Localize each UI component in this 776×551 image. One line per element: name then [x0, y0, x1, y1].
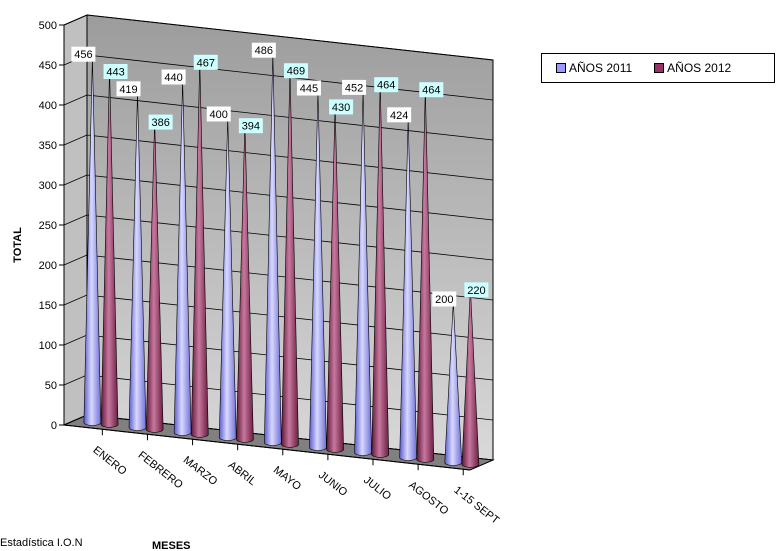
data-label: 220 [467, 285, 485, 297]
data-label-box [238, 118, 263, 134]
y-tick-label: 500 [39, 20, 57, 32]
data-label-box [374, 77, 399, 93]
x-tick-label: ABRIL [226, 459, 258, 488]
data-label-box [251, 42, 276, 58]
cone-mark [461, 288, 480, 468]
x-tick-label: MARZO [181, 454, 220, 488]
y-tick-label: 0 [51, 420, 57, 432]
data-label-box [71, 46, 96, 62]
data-label-box [464, 282, 489, 298]
data-label-box [342, 79, 367, 95]
gridline [63, 14, 494, 61]
data-label: 394 [242, 121, 260, 133]
data-label: 445 [300, 83, 318, 95]
data-label-box [296, 80, 321, 96]
data-label: 452 [345, 82, 363, 94]
data-label-box [148, 114, 173, 130]
source-note: Estadística I.O.N [0, 537, 83, 549]
cone-mark [371, 83, 390, 458]
x-tick-label: JUNIO [316, 469, 350, 499]
cone-mark [281, 69, 299, 448]
cone-mark [145, 120, 164, 433]
legend-label-2011: AÑOS 2011 [569, 61, 633, 75]
data-label: 486 [255, 45, 273, 57]
gridline [63, 134, 494, 181]
data-label: 443 [106, 67, 124, 79]
data-label: 456 [74, 49, 92, 61]
gridline [63, 174, 494, 221]
legend: AÑOS 2011 AÑOS 2012 [541, 53, 775, 83]
data-label: 440 [164, 72, 182, 84]
data-labels: 456 419 440 400 486 445 452 424 200 443 386 467 394 4… [71, 42, 489, 307]
legend-swatch-2011 [556, 63, 566, 73]
y-tick-label: 150 [39, 300, 57, 312]
data-label-box [206, 106, 231, 122]
y-axis-title: TOTAL [12, 227, 24, 263]
data-label: 430 [332, 102, 350, 114]
data-label: 464 [377, 80, 395, 92]
gridline [63, 214, 494, 261]
data-label-box [387, 107, 412, 123]
data-label: 386 [151, 117, 169, 129]
y-tick-label: 250 [39, 220, 57, 232]
data-label: 424 [390, 110, 408, 122]
data-label: 469 [287, 66, 305, 78]
gridline [63, 94, 494, 141]
y-tick-label: 50 [45, 380, 57, 392]
y-tick-label: 450 [39, 60, 57, 72]
legend-swatch-2012 [654, 63, 665, 73]
data-label-box [116, 81, 141, 97]
data-label-box [329, 99, 354, 115]
legend-item-2012: AÑOS 2012 [654, 61, 731, 75]
y-tick-label: 300 [39, 180, 57, 192]
data-label-box [103, 64, 128, 79]
legend-item-2011: AÑOS 2011 [556, 61, 632, 75]
legend-label-2012: AÑOS 2012 [667, 61, 732, 75]
data-label: 400 [210, 109, 228, 121]
cone-mark [100, 69, 119, 428]
data-label: 464 [422, 85, 440, 97]
y-axis: 0 50 100 150 200 250 300 350 400 450 500 [39, 20, 65, 432]
y-tick-label: 400 [39, 100, 57, 112]
cone-mark [236, 124, 254, 443]
data-label: 467 [197, 57, 215, 69]
x-axis-title: MESES [152, 540, 191, 551]
y-tick-label: 100 [39, 340, 57, 352]
data-label-box [283, 63, 308, 79]
x-tick-label: JULIO [361, 474, 393, 503]
x-tick-label: MAYO [271, 464, 304, 493]
data-label-box [419, 82, 444, 98]
y-tick-label: 200 [39, 260, 57, 272]
x-tick-label: ENERO [90, 444, 129, 478]
cone-mark [326, 105, 344, 453]
x-tick-label: 1-15 SEPT [451, 484, 501, 527]
x-tick-label: FEBRERO [136, 449, 186, 491]
cone-mark [416, 88, 435, 463]
x-axis-line [63, 424, 471, 471]
y-tick-label: 350 [39, 140, 57, 152]
data-label-box [432, 291, 457, 307]
data-label-box [193, 54, 218, 70]
cone-mark [190, 60, 209, 438]
data-label: 419 [119, 84, 137, 96]
cone-series [83, 53, 480, 468]
data-label-box [161, 69, 186, 85]
data-label: 200 [435, 294, 453, 306]
x-tick-label: AGOSTO [406, 479, 451, 518]
gridline [63, 254, 494, 301]
